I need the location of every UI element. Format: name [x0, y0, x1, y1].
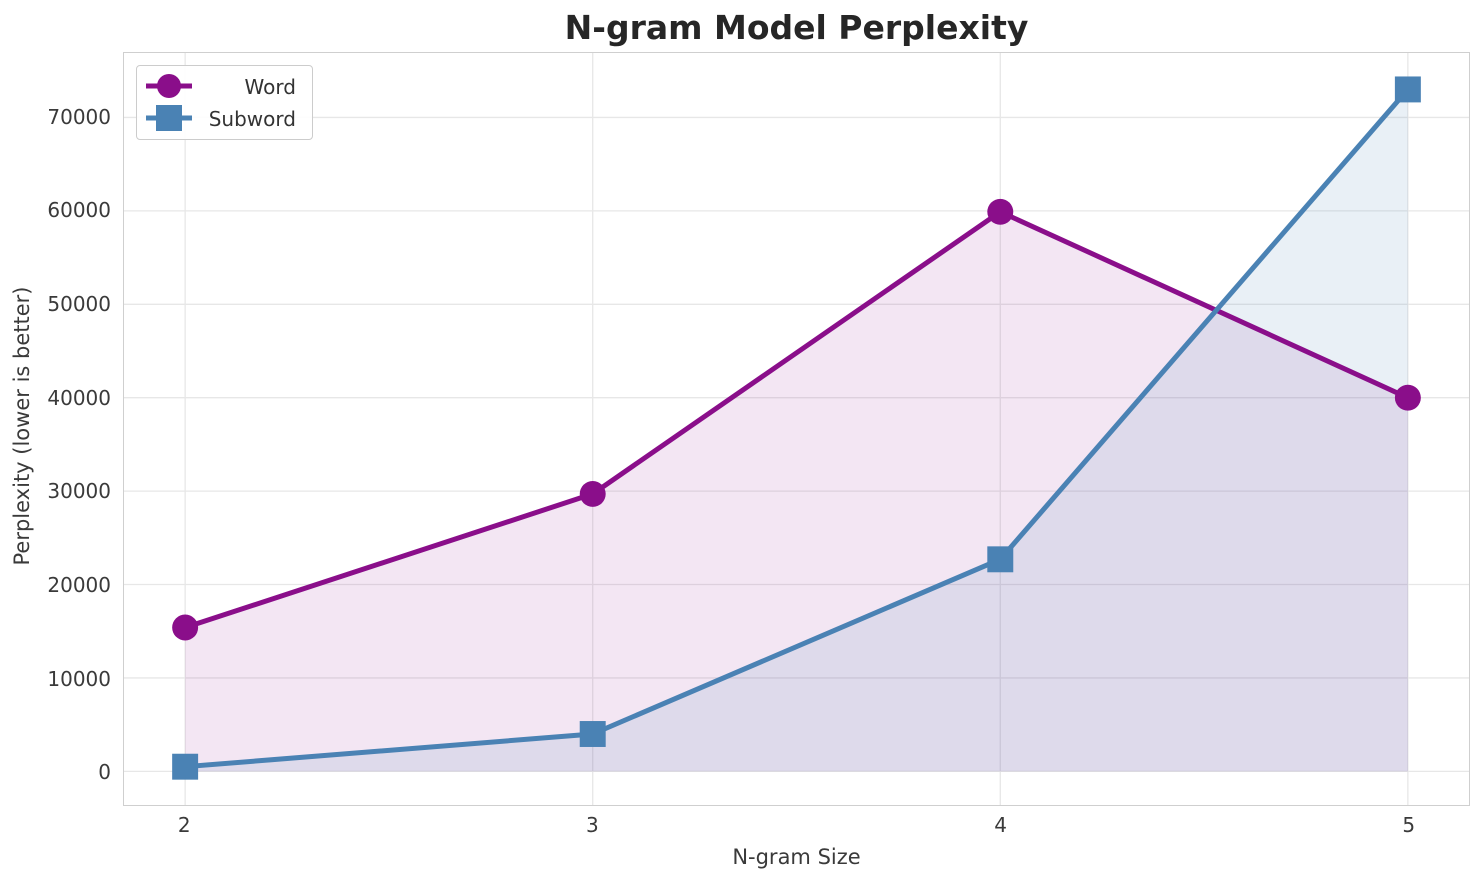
chart-title: N-gram Model Perplexity: [564, 8, 1029, 47]
x-axis-label: N-gram Size: [732, 845, 861, 869]
subword-marker: [579, 721, 606, 747]
subword-marker: [172, 753, 199, 780]
y-tick-label: 20000: [47, 572, 111, 597]
plot-area: Word Subword: [123, 52, 1470, 806]
legend: Word Subword: [136, 65, 313, 140]
y-tick-label: 0: [98, 760, 111, 785]
y-tick-label: 40000: [47, 385, 111, 410]
word-marker: [172, 614, 199, 641]
y-tick-label: 60000: [47, 198, 111, 223]
legend-item-subword: Subword: [143, 103, 296, 134]
x-tick-label: 2: [177, 813, 191, 837]
y-axis-label: Perplexity (lower is better): [10, 286, 34, 566]
word-marker: [1394, 384, 1421, 411]
legend-item-word: Word: [143, 71, 296, 102]
word-line-circle-marker-icon: [146, 74, 192, 98]
word-marker: [579, 480, 606, 507]
word-area-fill: [185, 211, 1408, 772]
legend-label-word: Word: [244, 74, 296, 99]
y-tick-label: 10000: [47, 666, 111, 691]
word-marker: [987, 198, 1014, 225]
x-tick-label: 4: [994, 813, 1007, 837]
subword-marker: [1394, 76, 1421, 103]
subword-marker: [987, 546, 1014, 573]
word-series-line: [182, 209, 1411, 631]
x-tick-label: 5: [1402, 813, 1416, 837]
x-tick-label: 3: [586, 813, 599, 837]
subword-area-fill: [185, 89, 1408, 772]
subword-line-square-marker-icon: [146, 105, 192, 131]
y-tick-label: 30000: [47, 479, 111, 504]
chart-svg: [124, 53, 1469, 805]
y-tick-label: 70000: [47, 104, 111, 129]
y-tick-label: 50000: [47, 291, 111, 316]
subword-series-line: [182, 86, 1411, 770]
legend-label-subword: Subword: [208, 106, 296, 131]
